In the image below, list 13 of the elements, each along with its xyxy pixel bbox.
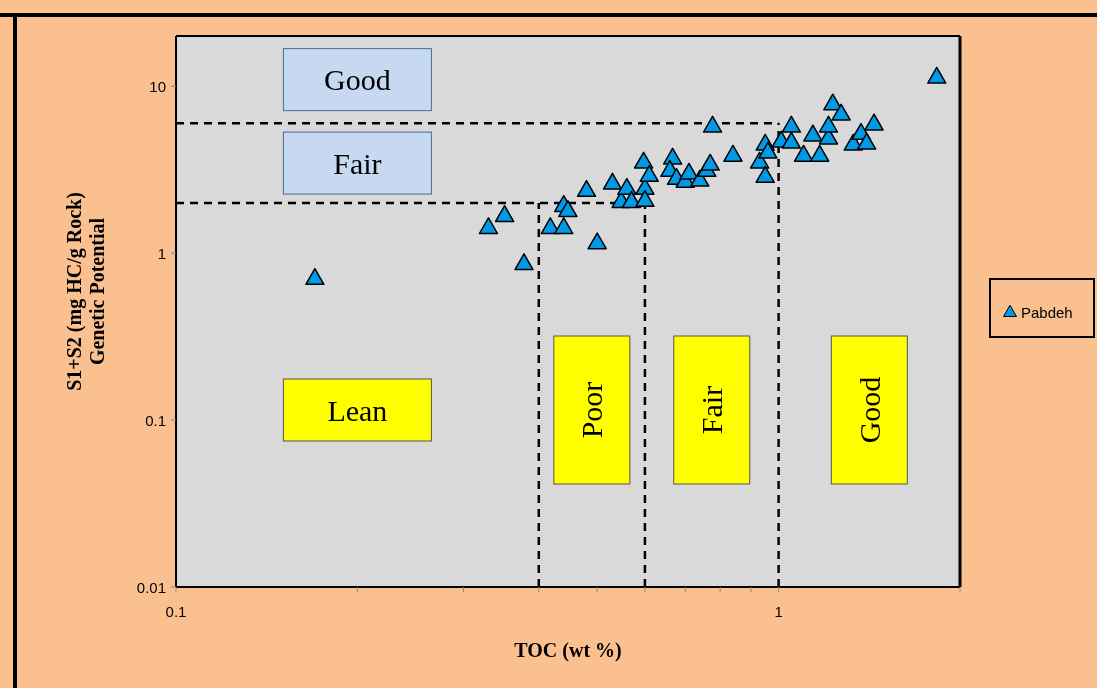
legend-label: Pabdeh — [1021, 303, 1073, 321]
y-tick-label: 0.1 — [145, 411, 166, 429]
x-axis-title: TOC (wt %) — [514, 639, 622, 662]
annotation: Good — [324, 63, 391, 97]
annotation: Lean — [327, 393, 388, 427]
annotation: Poor — [575, 381, 609, 439]
y-tick-label: 10 — [149, 77, 166, 95]
y-axis-title: S1+S2 (mg HC/g Rock) Genetic Potential — [63, 192, 108, 391]
annotation: Good — [852, 376, 886, 444]
y-tick-label: 0.01 — [136, 578, 166, 596]
annotation: Fair — [333, 146, 382, 180]
y-tick-label: 1 — [157, 244, 166, 262]
annotation: Fair — [695, 385, 729, 435]
